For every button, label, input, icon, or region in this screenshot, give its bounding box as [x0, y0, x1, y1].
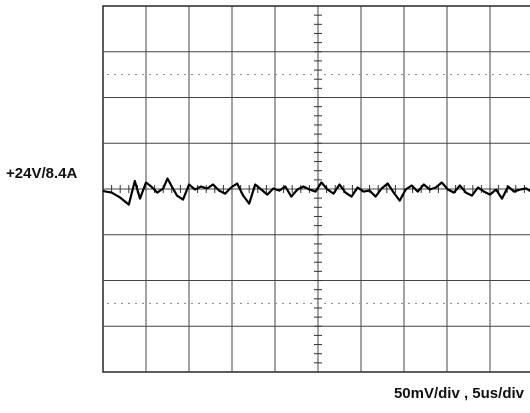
waveform-trace	[102, 177, 530, 206]
channel-level-label: +24V/8.4A	[6, 165, 78, 182]
scale-setting-label: 50mV/div , 5us/div	[393, 385, 524, 402]
